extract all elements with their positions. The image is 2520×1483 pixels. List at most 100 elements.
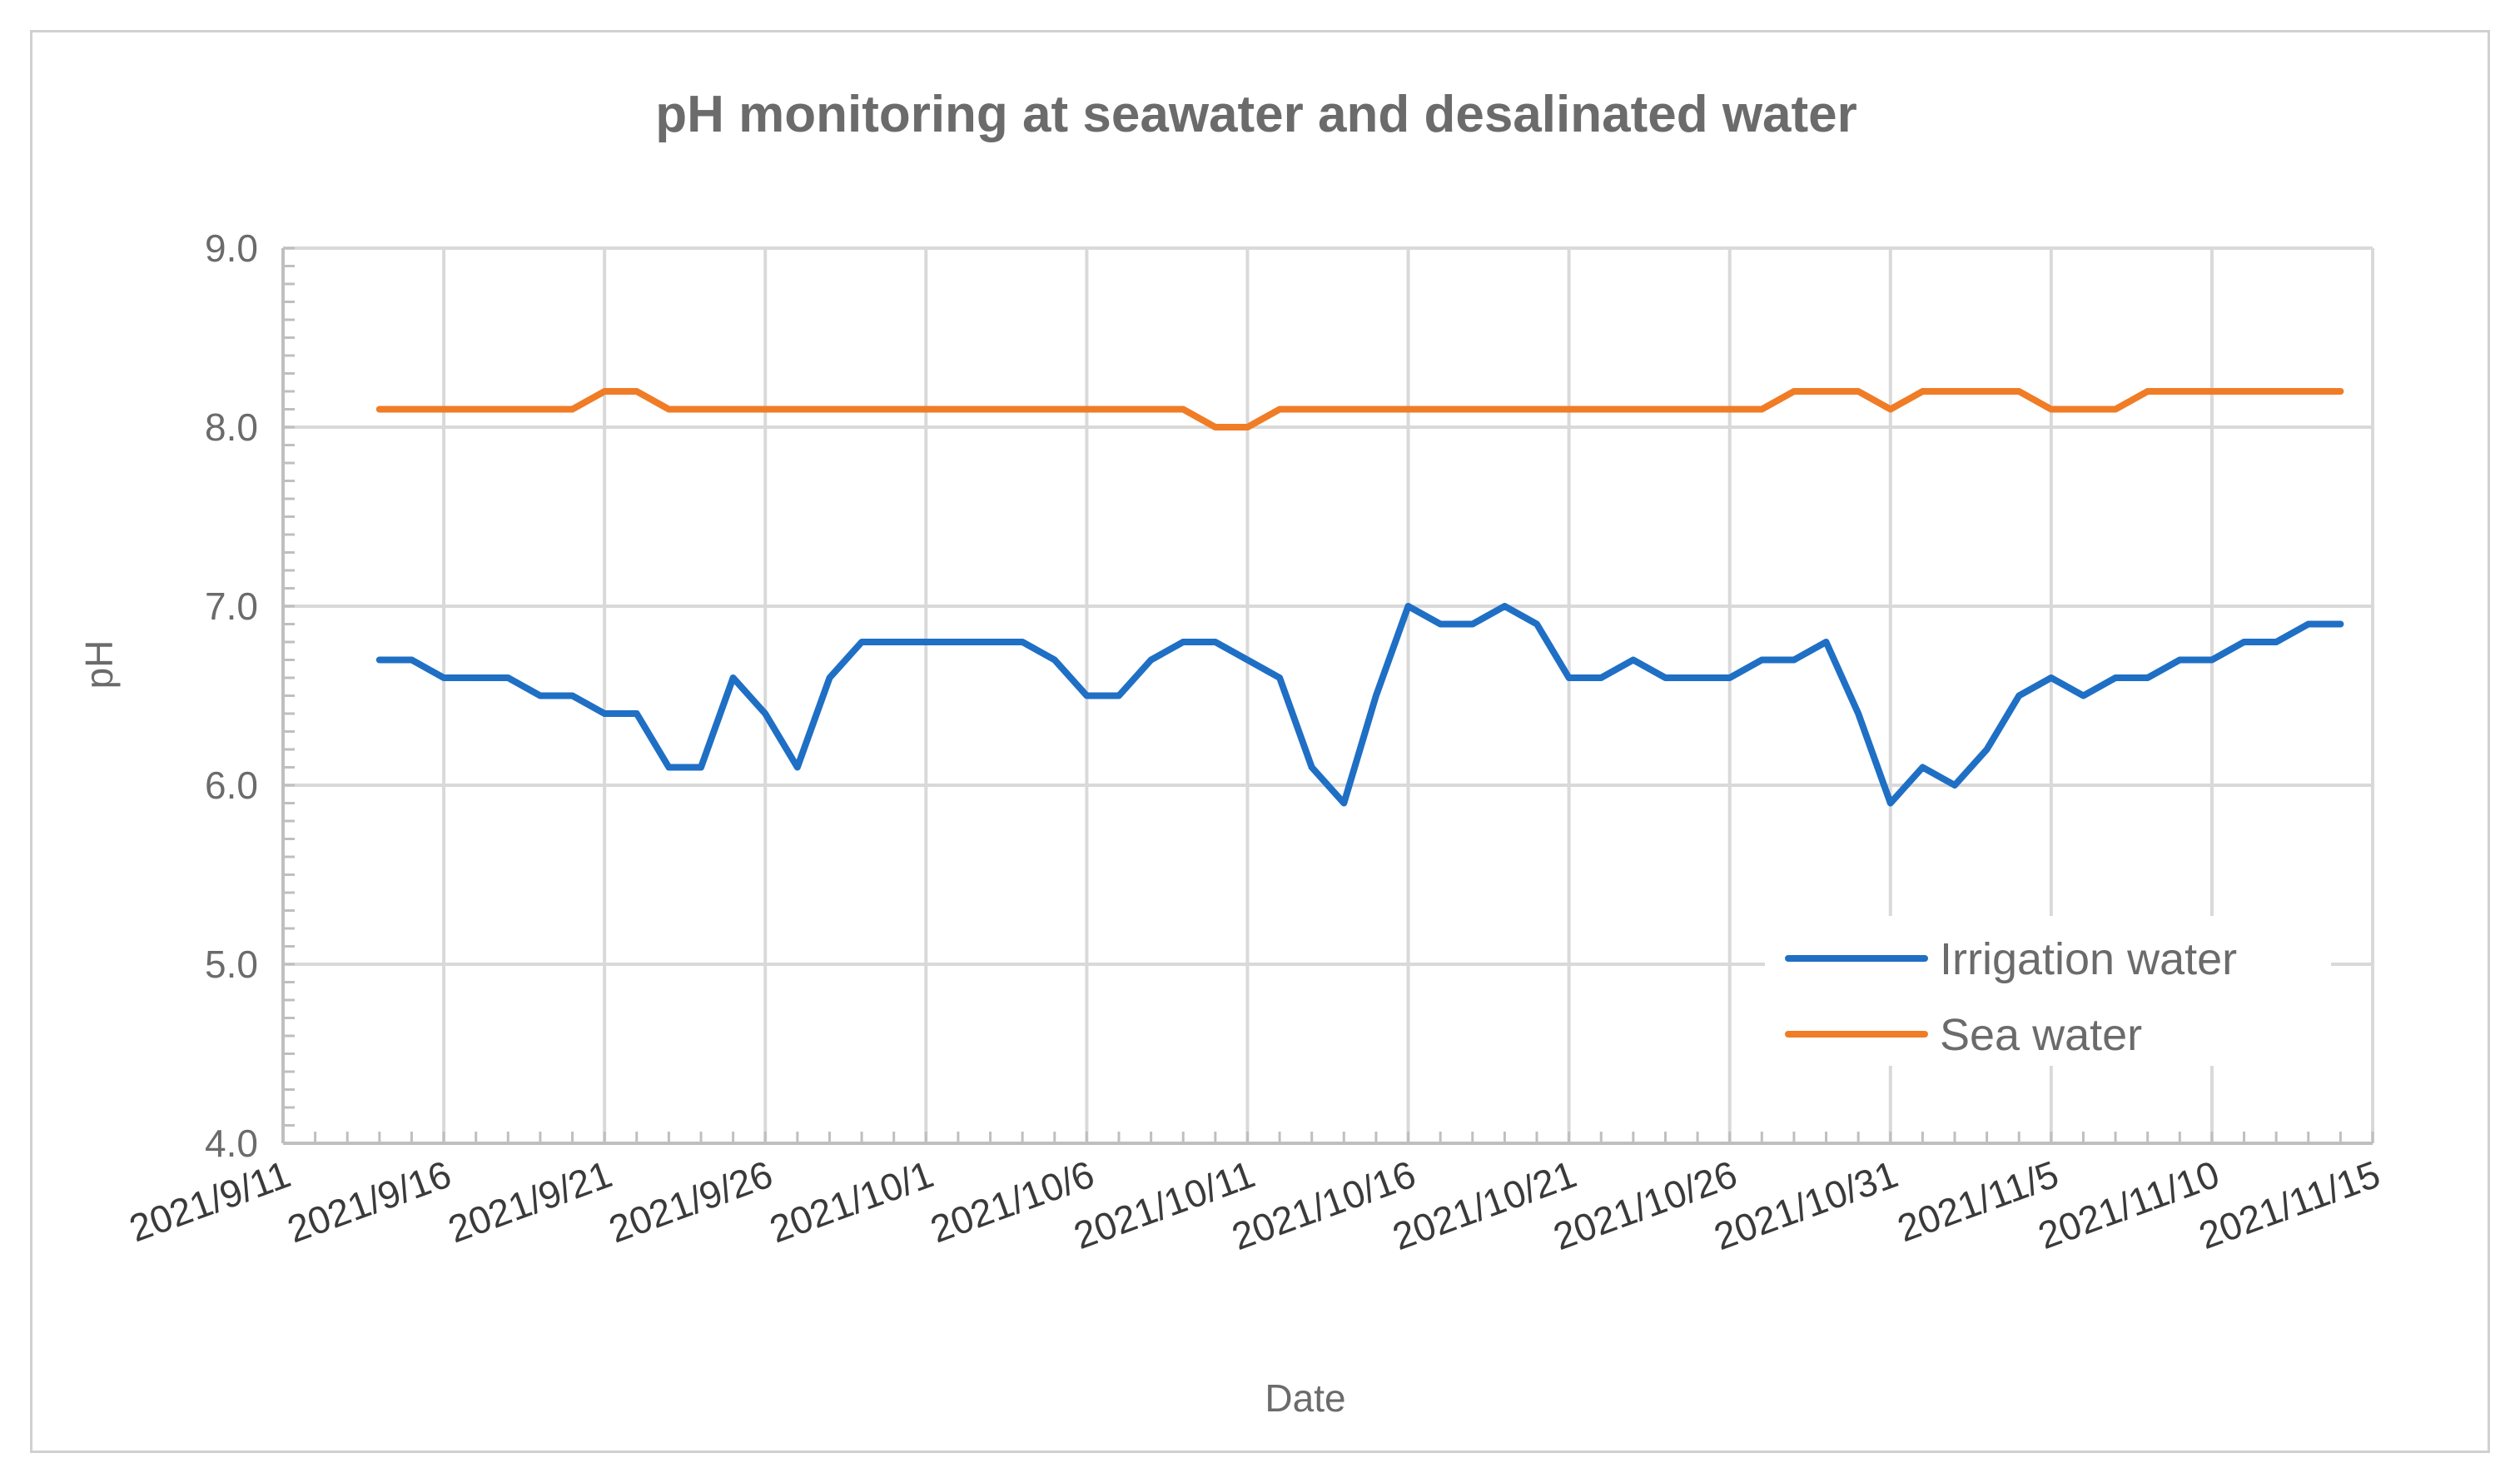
data-point xyxy=(1791,389,1797,394)
data-point xyxy=(1534,621,1539,627)
data-point xyxy=(1309,764,1315,770)
data-point xyxy=(794,764,800,770)
data-point xyxy=(987,406,993,412)
x-axis-label: Date xyxy=(1265,1376,1345,1420)
data-point xyxy=(1823,639,1829,644)
y-tick-label: 7.0 xyxy=(205,585,258,628)
data-point xyxy=(1791,657,1797,663)
data-point xyxy=(1952,783,1957,788)
data-point xyxy=(1759,657,1765,663)
data-point xyxy=(1469,621,1475,627)
data-point xyxy=(1695,675,1701,680)
data-point xyxy=(1277,675,1283,680)
data-point xyxy=(1212,639,1218,644)
data-point xyxy=(441,406,447,412)
data-point xyxy=(955,406,961,412)
data-point xyxy=(1116,406,1121,412)
legend-label: Irrigation water xyxy=(1940,934,2237,984)
data-point xyxy=(1566,406,1572,412)
data-point xyxy=(1630,406,1636,412)
data-point xyxy=(1727,675,1732,680)
x-tick-label: 2021/10/26 xyxy=(1548,1152,1742,1259)
data-point xyxy=(2016,693,2022,699)
data-point xyxy=(1245,425,1250,430)
data-point xyxy=(441,675,447,680)
data-point xyxy=(2305,621,2311,627)
data-point xyxy=(1405,604,1411,609)
data-point xyxy=(537,693,543,699)
x-tick-label: 2021/10/11 xyxy=(1068,1152,1260,1257)
data-point xyxy=(569,406,575,412)
data-point xyxy=(505,675,511,680)
axes: 4.05.06.07.08.09.02021/9/112021/9/162021… xyxy=(124,226,2386,1258)
data-point xyxy=(1148,657,1154,663)
data-point xyxy=(1438,621,1444,627)
data-point xyxy=(666,764,672,770)
data-point xyxy=(2338,621,2344,627)
data-point xyxy=(569,693,575,699)
x-tick-label: 2021/11/5 xyxy=(1891,1152,2064,1251)
data-point xyxy=(2080,406,2086,412)
x-tick-label: 2021/10/21 xyxy=(1387,1152,1582,1259)
x-tick-label: 2021/9/21 xyxy=(442,1152,617,1252)
data-point xyxy=(1084,406,1090,412)
data-point xyxy=(987,639,993,644)
data-point xyxy=(1566,675,1572,680)
data-point xyxy=(763,711,768,716)
y-axis-label: pH xyxy=(77,640,121,689)
data-point xyxy=(2209,389,2214,394)
series-line-irrigation-water xyxy=(375,603,2344,807)
data-point xyxy=(2177,657,2183,663)
data-point xyxy=(634,711,639,716)
x-tick-label: 2021/10/31 xyxy=(1708,1152,1903,1259)
data-point xyxy=(376,657,382,663)
data-point xyxy=(1341,406,1347,412)
data-point xyxy=(1534,406,1539,412)
data-point xyxy=(1116,693,1121,699)
data-point xyxy=(955,639,961,644)
series-lines xyxy=(375,388,2344,807)
data-point xyxy=(2145,389,2150,394)
y-tick-label: 8.0 xyxy=(205,406,258,449)
legend-label: Sea water xyxy=(1940,1010,2142,1060)
data-point xyxy=(1212,425,1218,430)
data-point xyxy=(602,389,608,394)
data-point xyxy=(376,406,382,412)
data-point xyxy=(1180,406,1186,412)
chart-frame xyxy=(30,30,2490,1453)
data-point xyxy=(2048,675,2054,680)
x-tick-label: 2021/10/1 xyxy=(764,1152,939,1252)
data-point xyxy=(763,406,768,412)
x-tick-label: 2021/11/15 xyxy=(2194,1152,2386,1257)
data-point xyxy=(1663,675,1668,680)
data-point xyxy=(473,675,479,680)
data-point xyxy=(1630,657,1636,663)
data-point xyxy=(859,639,865,644)
data-point xyxy=(473,406,479,412)
data-point xyxy=(1663,406,1668,412)
legend-background xyxy=(1765,916,2331,1066)
data-point xyxy=(1887,406,1893,412)
data-point xyxy=(1020,406,1026,412)
data-point xyxy=(1598,675,1604,680)
x-tick-label: 2021/11/10 xyxy=(2032,1152,2224,1257)
data-point xyxy=(859,406,865,412)
data-point xyxy=(1180,639,1186,644)
data-point xyxy=(602,711,608,716)
data-point xyxy=(1373,406,1379,412)
x-tick-label: 2021/10/16 xyxy=(1226,1152,1421,1259)
data-point xyxy=(2241,389,2247,394)
data-point xyxy=(923,406,929,412)
data-point xyxy=(1727,406,1732,412)
data-point xyxy=(923,639,929,644)
data-point xyxy=(1405,406,1411,412)
data-point xyxy=(2209,657,2214,663)
data-point xyxy=(1823,389,1829,394)
data-point xyxy=(1051,657,1057,663)
data-point xyxy=(1245,657,1250,663)
data-point xyxy=(2080,693,2086,699)
data-point xyxy=(1020,639,1026,644)
series-line-sea-water xyxy=(375,388,2344,430)
data-point xyxy=(2274,389,2279,394)
